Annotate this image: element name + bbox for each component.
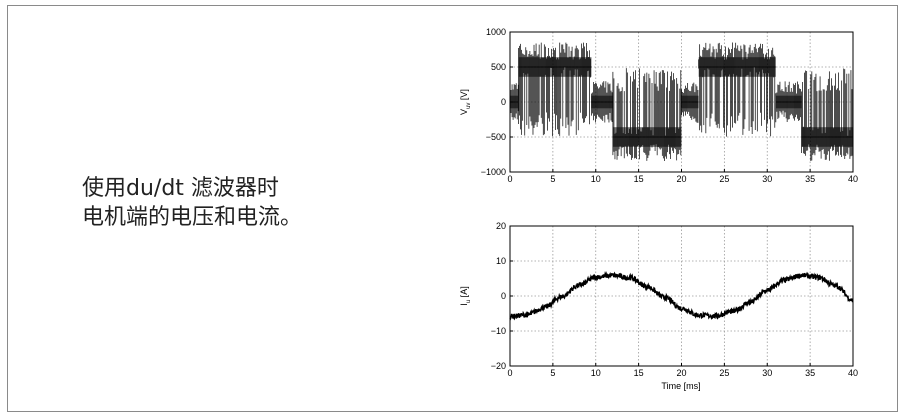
current-xtick-label: 40 <box>848 368 858 378</box>
current-xtick-label: 15 <box>634 368 644 378</box>
voltage-xtick-label: 15 <box>634 174 644 184</box>
voltage-level-band <box>519 57 592 77</box>
voltage-ytick-label: 1000 <box>486 27 506 37</box>
current-xtick-label: 10 <box>591 368 601 378</box>
current-plot: 0 5 10 15 20 25 30 35 40 20 10 0 −10 −20 Iu [A] Time… <box>459 221 858 391</box>
voltage-xtick-label: 40 <box>848 174 858 184</box>
current-ytick-label: −20 <box>491 361 506 371</box>
current-xtick-label: 25 <box>719 368 729 378</box>
voltage-level-band <box>802 127 853 147</box>
current-xtick-label: 5 <box>550 368 555 378</box>
voltage-xtick-label: 5 <box>550 174 555 184</box>
voltage-level-band <box>591 96 612 109</box>
current-ytick-label: 20 <box>496 221 506 231</box>
voltage-xtick-label: 10 <box>591 174 601 184</box>
current-ylabel: Iu [A] <box>459 286 472 305</box>
voltage-level-band <box>613 127 682 147</box>
voltage-plot: 0 5 10 15 20 25 30 35 40 1000 500 0 −500 −1000 Vuv [… <box>459 27 858 184</box>
current-ytick-label: 0 <box>501 291 506 301</box>
voltage-level-band <box>776 96 802 109</box>
current-xtick-label: 0 <box>507 368 512 378</box>
voltage-level-band <box>682 96 699 109</box>
voltage-ylabel: Vuv [V] <box>459 89 472 115</box>
voltage-ytick-label: −1000 <box>481 167 506 177</box>
current-ytick-label: 10 <box>496 256 506 266</box>
voltage-xtick-label: 35 <box>805 174 815 184</box>
voltage-ytick-label: −500 <box>486 132 506 142</box>
voltage-ytick-label: 500 <box>491 62 506 72</box>
voltage-xtick-label: 0 <box>507 174 512 184</box>
current-xtick-label: 30 <box>762 368 772 378</box>
voltage-level-band <box>699 57 776 77</box>
current-xtick-label: 35 <box>805 368 815 378</box>
current-xtick-label: 20 <box>676 368 686 378</box>
voltage-xtick-label: 25 <box>719 174 729 184</box>
voltage-xtick-label: 20 <box>676 174 686 184</box>
current-ytick-label: −10 <box>491 326 506 336</box>
current-xlabel: Time [ms] <box>661 381 700 391</box>
voltage-ytick-label: 0 <box>501 97 506 107</box>
voltage-xtick-label: 30 <box>762 174 772 184</box>
